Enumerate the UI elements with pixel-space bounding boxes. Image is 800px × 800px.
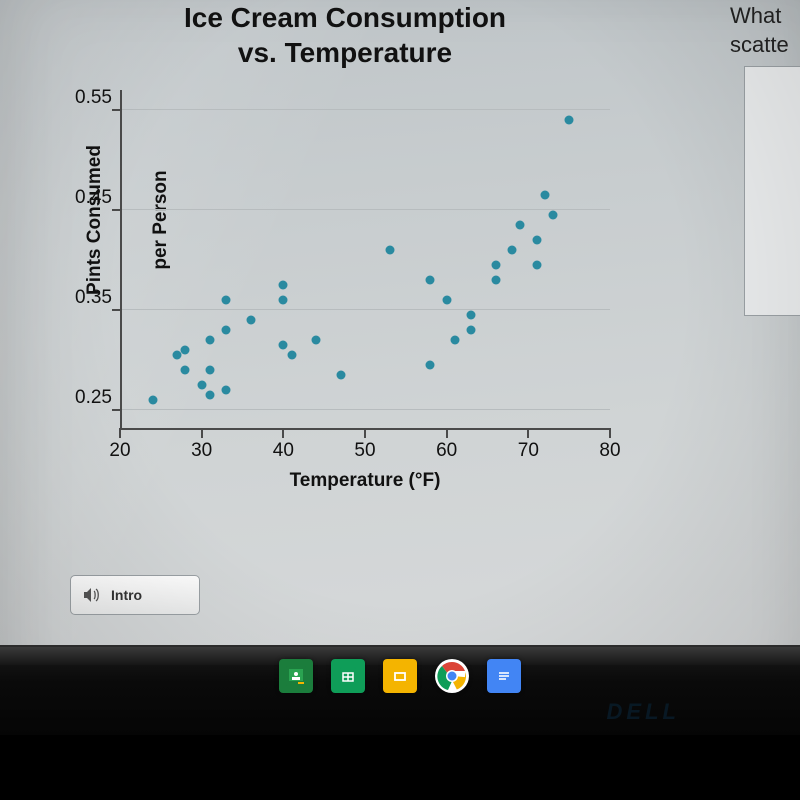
data-point	[540, 191, 549, 200]
question-text-cropped: What scatte	[730, 2, 800, 59]
x-tick	[364, 428, 366, 438]
taskbar-icon-sheets[interactable]	[331, 659, 365, 693]
x-tick	[446, 428, 448, 438]
y-tick	[112, 409, 122, 411]
gridline	[120, 209, 610, 210]
data-point	[279, 341, 288, 350]
data-point	[205, 366, 214, 375]
data-point	[548, 211, 557, 220]
data-point	[532, 236, 541, 245]
y-axis	[120, 90, 122, 430]
data-point	[222, 386, 231, 395]
laptop-brand: DELL	[607, 699, 680, 725]
chart-title-line2: vs. Temperature	[238, 37, 452, 68]
screen-area: Ice Cream Consumption vs. Temperature Wh…	[0, 0, 800, 730]
chart-title-line1: Ice Cream Consumption	[184, 2, 506, 33]
y-tick-label: 0.55	[62, 87, 112, 109]
y-tick	[112, 109, 122, 111]
y-tick-label: 0.35	[62, 287, 112, 309]
x-tick-label: 60	[436, 440, 457, 462]
x-tick-label: 30	[191, 440, 212, 462]
data-point	[442, 296, 451, 305]
data-point	[385, 246, 394, 255]
x-tick-label: 70	[518, 440, 539, 462]
x-tick-label: 20	[109, 440, 130, 462]
data-point	[246, 316, 255, 325]
x-tick	[609, 428, 611, 438]
x-tick-label: 40	[273, 440, 294, 462]
data-point	[205, 391, 214, 400]
x-tick	[201, 428, 203, 438]
data-point	[205, 336, 214, 345]
x-tick	[119, 428, 121, 438]
data-point	[148, 396, 157, 405]
speaker-icon	[83, 587, 101, 603]
data-point	[197, 381, 206, 390]
gridline	[120, 109, 610, 110]
data-point	[467, 326, 476, 335]
y-tick-label: 0.25	[62, 387, 112, 409]
data-point	[467, 311, 476, 320]
data-point	[565, 116, 574, 125]
data-point	[222, 326, 231, 335]
data-point	[181, 346, 190, 355]
taskbar-icon-classroom[interactable]	[279, 659, 313, 693]
y-tick	[112, 209, 122, 211]
data-point	[516, 221, 525, 230]
y-tick-label: 0.45	[62, 187, 112, 209]
taskbar	[0, 652, 800, 700]
x-tick-label: 50	[354, 440, 375, 462]
y-tick	[112, 309, 122, 311]
taskbar-icon-chrome[interactable]	[435, 659, 469, 693]
data-point	[450, 336, 459, 345]
intro-button-label: Intro	[111, 587, 142, 603]
data-point	[426, 276, 435, 285]
gridline	[120, 309, 610, 310]
data-point	[312, 336, 321, 345]
data-point	[279, 296, 288, 305]
data-point	[279, 281, 288, 290]
x-tick	[527, 428, 529, 438]
taskbar-icon-docs[interactable]	[487, 659, 521, 693]
data-point	[287, 351, 296, 360]
x-axis-title: Temperature (°F)	[120, 470, 610, 492]
data-point	[336, 371, 345, 380]
gridline	[120, 409, 610, 410]
data-point	[508, 246, 517, 255]
data-point	[491, 276, 500, 285]
chart-title: Ice Cream Consumption vs. Temperature	[90, 0, 600, 70]
answer-box-cropped[interactable]	[744, 66, 800, 316]
data-point	[491, 261, 500, 270]
intro-button[interactable]: Intro	[70, 575, 200, 615]
data-point	[426, 361, 435, 370]
taskbar-icon-slides[interactable]	[383, 659, 417, 693]
data-point	[181, 366, 190, 375]
x-tick	[282, 428, 284, 438]
data-point	[532, 261, 541, 270]
x-tick-label: 80	[599, 440, 620, 462]
data-point	[222, 296, 231, 305]
scatter-plot: 203040506070800.250.350.450.55 Temperatu…	[120, 90, 610, 430]
